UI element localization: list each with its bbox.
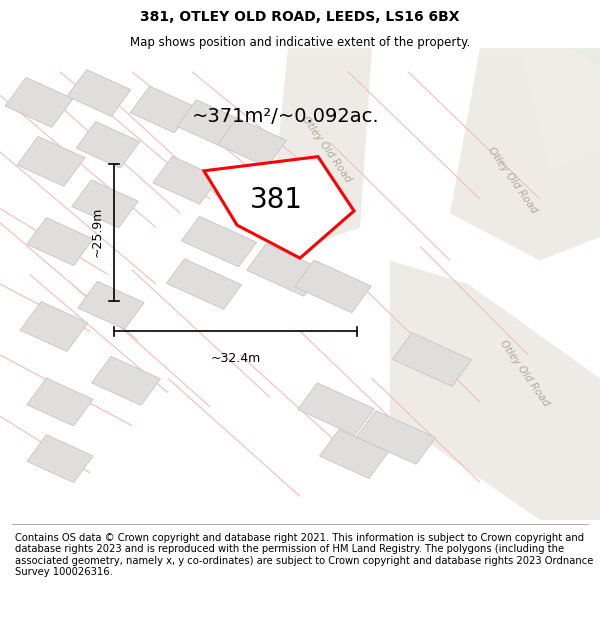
Polygon shape	[177, 100, 243, 148]
Text: ~25.9m: ~25.9m	[90, 207, 103, 258]
Polygon shape	[27, 435, 93, 482]
Polygon shape	[204, 157, 354, 258]
Polygon shape	[570, 48, 600, 67]
Polygon shape	[181, 216, 257, 267]
Polygon shape	[5, 78, 73, 128]
Polygon shape	[17, 136, 85, 186]
Text: Contains OS data © Crown copyright and database right 2021. This information is : Contains OS data © Crown copyright and d…	[15, 532, 593, 578]
Polygon shape	[522, 48, 600, 171]
Polygon shape	[320, 429, 388, 478]
Text: Otley Old Road: Otley Old Road	[499, 339, 551, 409]
Text: 381, OTLEY OLD ROAD, LEEDS, LS16 6BX: 381, OTLEY OLD ROAD, LEEDS, LS16 6BX	[140, 9, 460, 24]
Text: ~371m²/~0.092ac.: ~371m²/~0.092ac.	[192, 107, 380, 126]
Text: Otley Old Road: Otley Old Road	[487, 145, 539, 215]
Polygon shape	[218, 118, 286, 167]
Polygon shape	[27, 217, 93, 266]
Polygon shape	[298, 383, 374, 436]
Polygon shape	[27, 378, 93, 426]
Polygon shape	[130, 86, 194, 132]
Polygon shape	[450, 48, 600, 261]
Polygon shape	[78, 281, 144, 329]
Polygon shape	[92, 356, 160, 405]
Polygon shape	[224, 170, 292, 219]
Text: Map shows position and indicative extent of the property.: Map shows position and indicative extent…	[130, 36, 470, 49]
Polygon shape	[270, 48, 372, 246]
Polygon shape	[356, 411, 436, 464]
Polygon shape	[72, 180, 138, 228]
Polygon shape	[67, 69, 131, 116]
Polygon shape	[153, 156, 219, 204]
Polygon shape	[76, 121, 140, 168]
Polygon shape	[20, 302, 88, 351]
Text: 381: 381	[250, 186, 303, 214]
Text: ~32.4m: ~32.4m	[211, 352, 260, 366]
Polygon shape	[392, 332, 472, 386]
Polygon shape	[247, 244, 323, 296]
Polygon shape	[295, 260, 371, 312]
Text: Otley Old Road: Otley Old Road	[301, 114, 353, 184]
Polygon shape	[166, 259, 242, 309]
Polygon shape	[390, 261, 600, 520]
